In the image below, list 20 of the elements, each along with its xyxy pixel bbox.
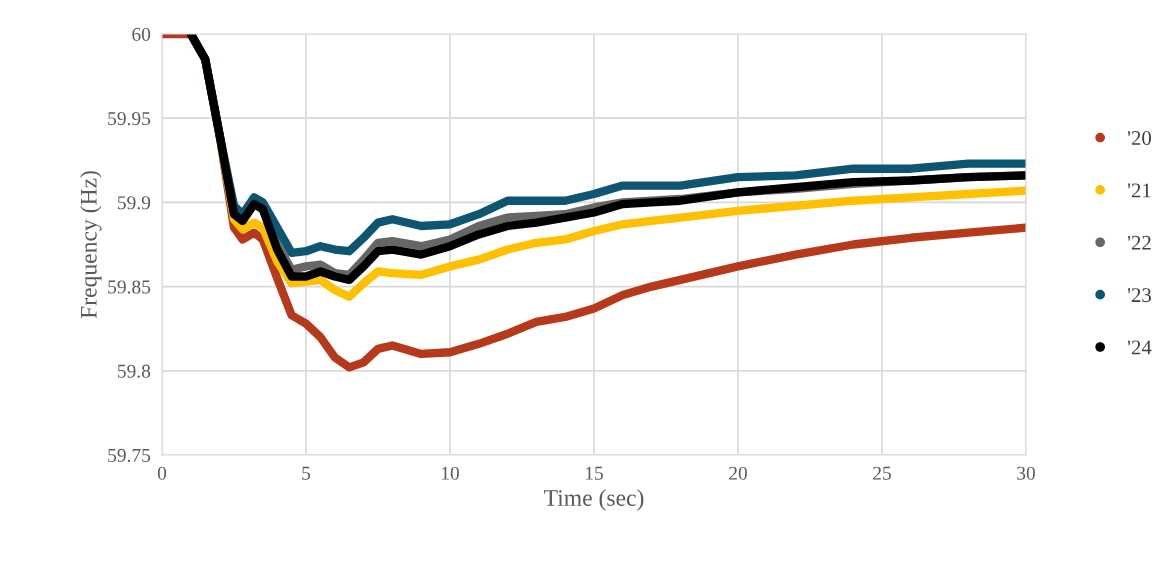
x-tick-label: 25 [873,466,891,480]
x-axis-title: Time (sec) [544,489,644,511]
legend-label: '21 [1128,183,1151,198]
x-tick-label: 30 [1017,466,1035,480]
y-tick-label: 59.85 [108,280,151,294]
x-tick-label: 10 [441,466,459,480]
y-tick-label: 59.95 [108,112,151,126]
y-tick-label: 59.75 [108,448,151,463]
y-tick-label: 59.8 [117,364,151,378]
legend-label: '22 [1128,235,1151,250]
y-tick-label: 60 [132,27,151,41]
x-tick-label: 20 [729,466,747,480]
x-tick-label: 5 [302,466,311,480]
x-tick-label: 15 [585,466,603,480]
y-axis-title: Frequency (Hz) [80,171,102,319]
y-tick-label: 59.9 [117,196,151,210]
legend-label: '23 [1128,288,1151,303]
legend-label: '24 [1128,340,1152,355]
x-tick-label: 0 [157,466,167,480]
legend-label: '20 [1128,131,1152,146]
